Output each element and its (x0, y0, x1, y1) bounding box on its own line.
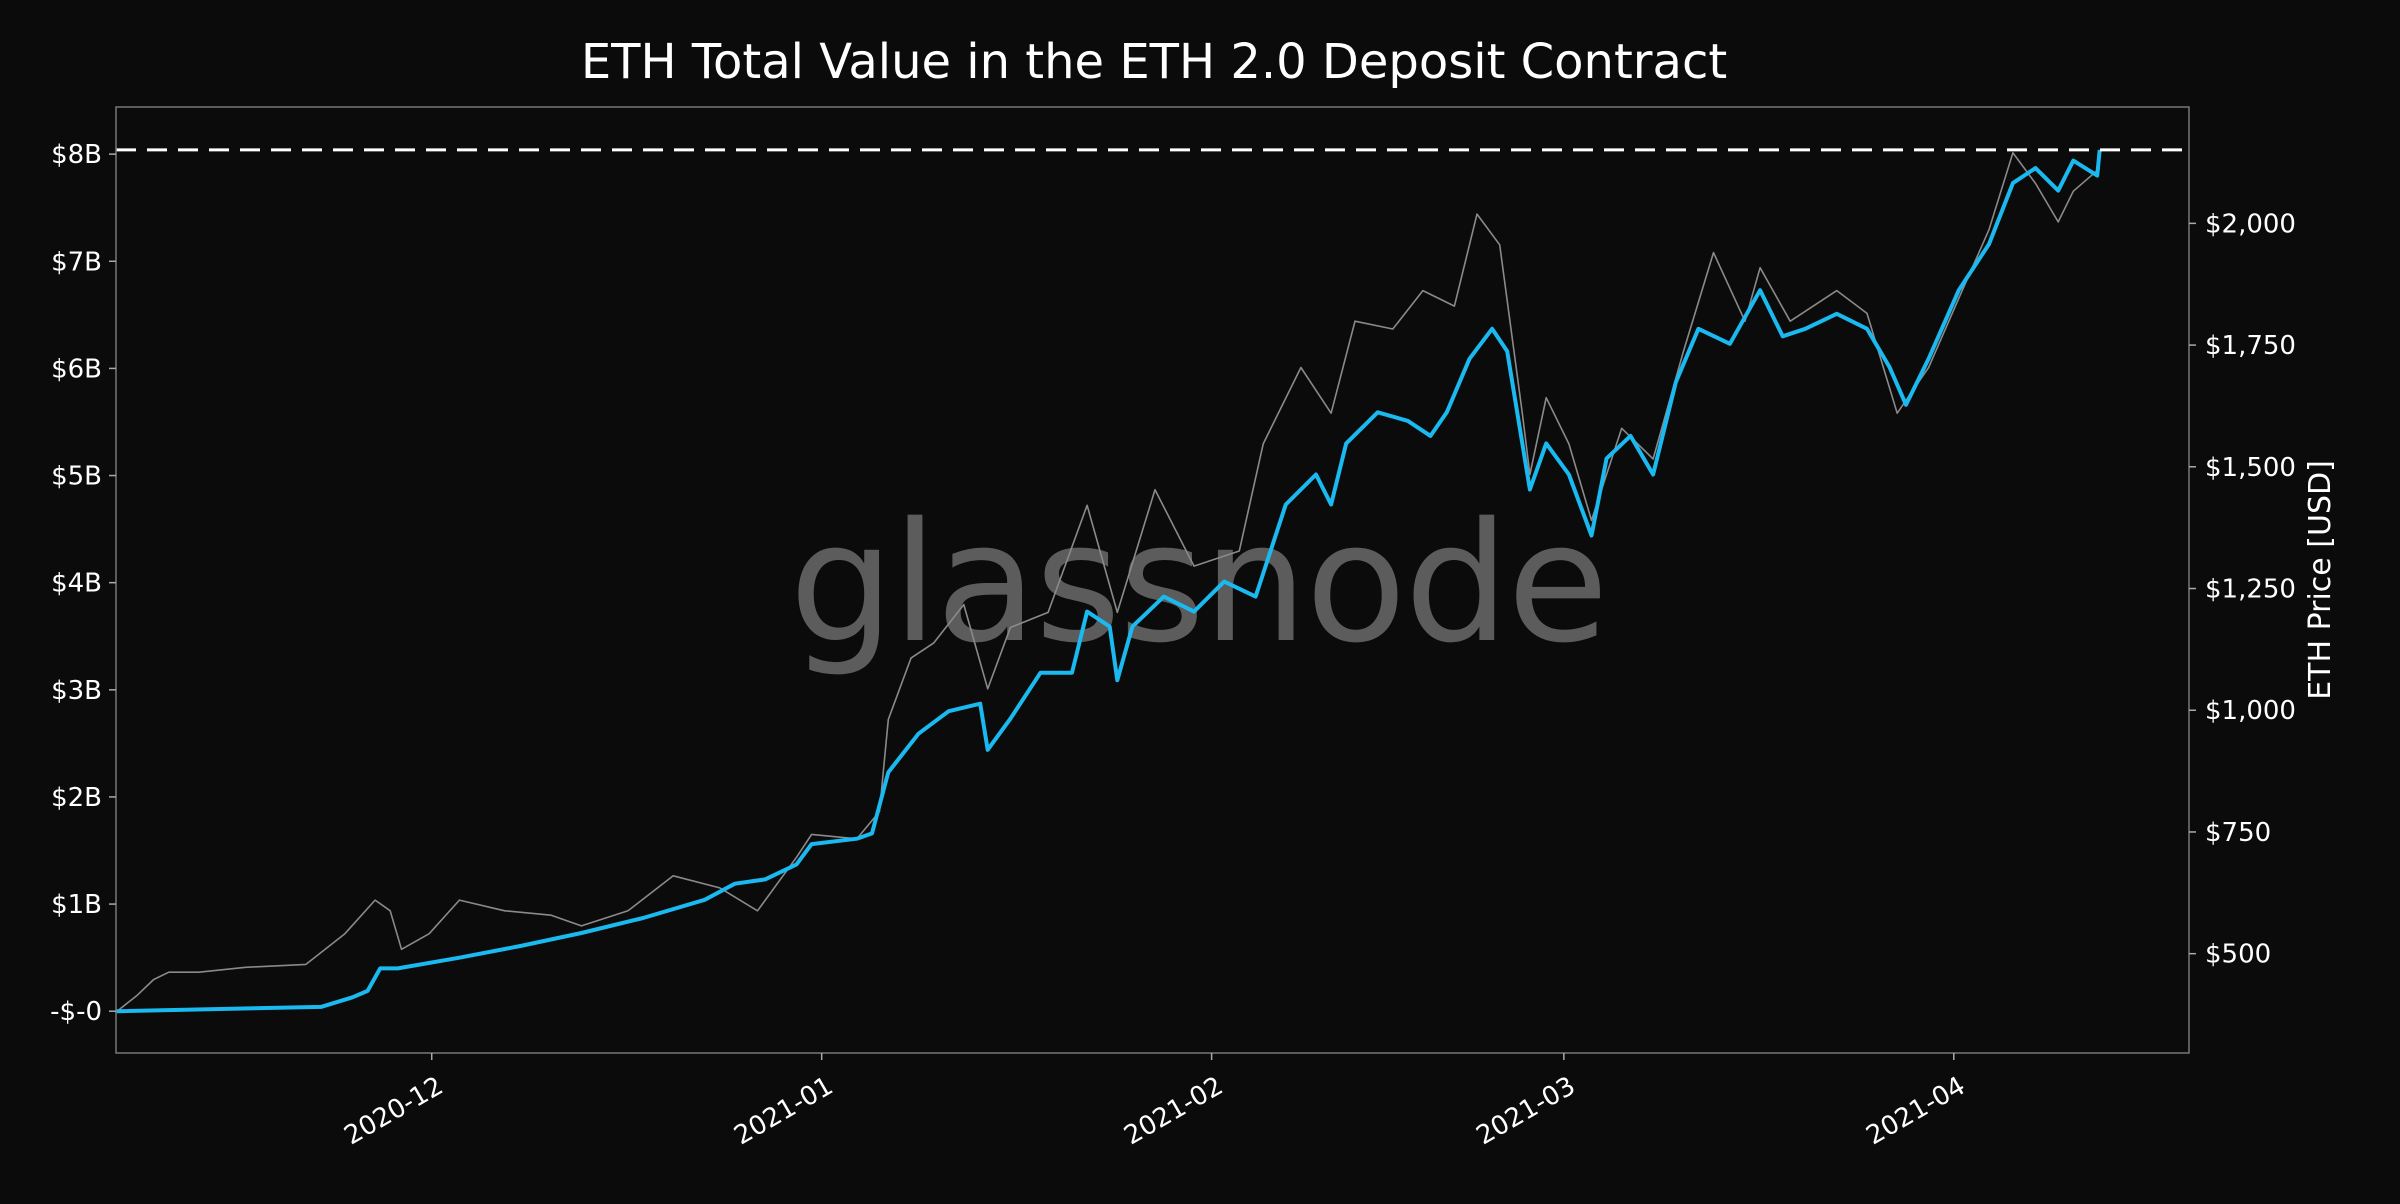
left-tick-label: $6B (51, 354, 102, 384)
right-tick-label: $1,750 (2205, 331, 2296, 361)
left-tick-label: $5B (51, 462, 102, 492)
right-axis: $500 $750 $1,000 $1,250 $1,500 $1,750 $2,000 (2189, 209, 2296, 970)
left-tick-label: $2B (51, 783, 102, 813)
left-tick-label: -$-0 (50, 997, 102, 1027)
right-tick-label: $1,500 (2205, 453, 2296, 483)
left-axis: -$-0 $1B $2B $3B $4B $5B $6B $7B $8B (50, 140, 116, 1027)
glassnode-watermark: glassnode (789, 487, 1606, 679)
plot-frame (115, 106, 2190, 1054)
total-value-line (115, 149, 2102, 1014)
right-axis-label: ETH Price [USD] (2303, 460, 2338, 700)
left-tick-label: $7B (51, 247, 102, 277)
right-tick-label: $1,250 (2205, 575, 2296, 605)
left-tick-label: $1B (51, 890, 102, 920)
right-tick-label: $2,000 (2205, 209, 2296, 239)
left-tick-label: $4B (51, 569, 102, 599)
eth-price-line (115, 152, 2101, 1013)
left-tick-label: $8B (51, 140, 102, 170)
right-tick-label: $750 (2205, 818, 2271, 848)
series-layer (115, 149, 2102, 1014)
right-tick-label: $500 (2205, 940, 2271, 970)
chart-title: ETH Total Value in the ETH 2.0 Deposit C… (581, 34, 1727, 90)
right-tick-label: $1,000 (2205, 696, 2296, 726)
left-tick-label: $3B (51, 676, 102, 706)
